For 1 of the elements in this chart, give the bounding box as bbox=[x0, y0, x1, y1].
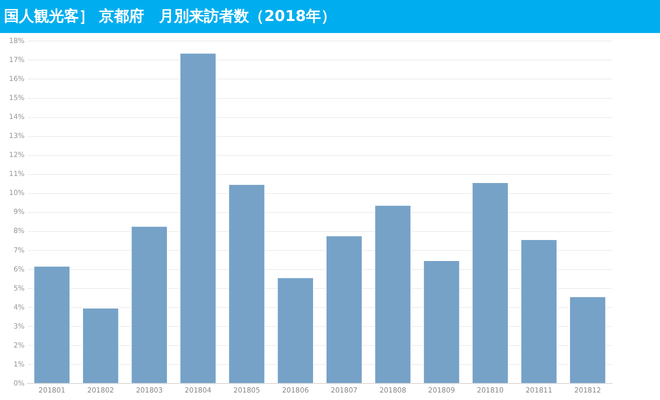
chart-title: 国人観光客］ 京都府 月別来訪者数（2018年） bbox=[0, 0, 660, 33]
